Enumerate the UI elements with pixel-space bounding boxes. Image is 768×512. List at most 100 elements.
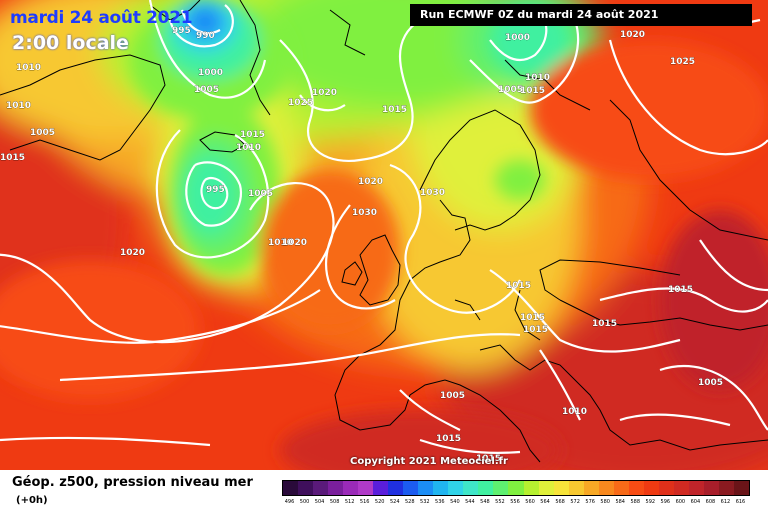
isobar-label: 1025 [288, 98, 313, 108]
isobar-label: 1015 [506, 281, 531, 291]
isobar-label: 1010 [16, 63, 41, 73]
color-scale-label: 604 [690, 499, 701, 505]
color-scale-swatch [298, 481, 314, 495]
isobar-label: 1015 [520, 86, 545, 96]
color-scale-bar [282, 480, 750, 496]
color-scale-label: 584 [615, 499, 625, 505]
color-scale-swatch [613, 481, 629, 495]
isobar-label: 1020 [312, 88, 337, 98]
color-scale-label: 588 [630, 499, 641, 505]
color-scale-label: 552 [495, 499, 505, 505]
color-scale-swatch [628, 481, 644, 495]
color-scale-label: 532 [420, 499, 430, 505]
isobar-label: 1015 [523, 325, 548, 335]
color-scale-label: 528 [404, 499, 415, 505]
isobar-label: 1015 [668, 285, 693, 295]
isobar-label: 990 [196, 31, 215, 41]
isobar-label: 1005 [440, 391, 465, 401]
color-scale-swatch [463, 481, 479, 495]
color-scale-label: 544 [465, 499, 475, 505]
color-scale-label: 496 [284, 499, 295, 505]
isobar-label: 1005 [30, 128, 55, 138]
map-time-title: 2:00 locale [12, 32, 129, 54]
color-scale-label: 536 [435, 499, 445, 505]
isobar-label: 1020 [120, 248, 145, 258]
isobar-label: 1015 [436, 434, 461, 444]
color-scale-swatch [313, 481, 329, 495]
isobar-label: 1030 [420, 188, 445, 198]
map-footer: Géop. z500, pression niveau mer (+0h) 49… [0, 470, 768, 512]
color-scale-label: 556 [510, 499, 520, 505]
color-scale-label: 500 [299, 499, 310, 505]
color-scale-label: 568 [555, 499, 565, 505]
color-scale-swatch [553, 481, 569, 495]
color-scale-label: 564 [540, 499, 550, 505]
isobar-label: 1015 [382, 105, 407, 115]
isobar-label: 1015 [476, 454, 501, 464]
color-scale-label: 616 [735, 499, 746, 505]
color-scale-swatch [448, 481, 464, 495]
color-scale-swatch [598, 481, 614, 495]
color-scale-swatch [403, 481, 419, 495]
isobar-label: 1010 [268, 238, 293, 248]
color-scale-label: 540 [450, 499, 460, 505]
field-title: Géop. z500, pression niveau mer [12, 475, 253, 490]
color-scale-swatch [283, 481, 299, 495]
isobar-label: 1000 [505, 33, 530, 43]
color-scale-label: 520 [374, 499, 385, 505]
isobar-label: 1020 [358, 177, 383, 187]
color-scale-swatch [358, 481, 374, 495]
color-scale-label: 516 [359, 499, 370, 505]
color-scale-swatch [538, 481, 554, 495]
isobar-label: 1005 [194, 85, 219, 95]
color-scale-swatch [343, 481, 359, 495]
color-scale-label: 504 [314, 499, 325, 505]
color-scale-swatch [418, 481, 434, 495]
map-date-title: mardi 24 août 2021 [10, 8, 193, 28]
color-scale-label: 596 [660, 499, 671, 505]
color-scale-label: 576 [585, 499, 595, 505]
color-scale-swatch [508, 481, 524, 495]
color-scale-swatch [493, 481, 509, 495]
color-scale-swatch [523, 481, 539, 495]
isobar-label: 995 [172, 26, 191, 36]
copyright-text: Copyright 2021 Meteociel.fr [350, 456, 508, 467]
color-scale-swatch [643, 481, 659, 495]
color-scale-swatch [733, 481, 749, 495]
color-scale-label: 508 [329, 499, 340, 505]
isobar-label: 1015 [0, 153, 25, 163]
geopotential-field [0, 0, 768, 470]
isobar-label: 1005 [498, 85, 523, 95]
isobars [0, 0, 768, 454]
color-scale-label: 608 [705, 499, 716, 505]
isobar-label: 1030 [352, 208, 377, 218]
isobar-label: 1010 [236, 143, 261, 153]
isobar-label: 1010 [6, 101, 31, 111]
isobar-label: 1010 [562, 407, 587, 417]
isobar-label: 1015 [592, 319, 617, 329]
isobar-label: 1020 [620, 30, 645, 40]
color-scale-swatch [568, 481, 584, 495]
isobar-label: 1005 [698, 378, 723, 388]
color-scale-label: 512 [344, 499, 355, 505]
coastlines [0, 0, 768, 463]
isobar-label: 1025 [670, 57, 695, 67]
color-scale-label: 600 [675, 499, 686, 505]
color-scale-label: 548 [480, 499, 490, 505]
color-scale-swatch [478, 481, 494, 495]
color-scale-swatch [688, 481, 704, 495]
isobar-label: 995 [206, 185, 225, 195]
color-scale-swatch [388, 481, 404, 495]
isobar-label: 1015 [520, 313, 545, 323]
color-scale-swatch [328, 481, 344, 495]
color-scale-swatch [433, 481, 449, 495]
color-scale-swatch [703, 481, 719, 495]
isobar-label: 1000 [198, 68, 223, 78]
color-scale-swatch [673, 481, 689, 495]
color-scale-swatch [373, 481, 389, 495]
color-scale-label: 612 [720, 499, 731, 505]
color-scale-label: 524 [389, 499, 400, 505]
